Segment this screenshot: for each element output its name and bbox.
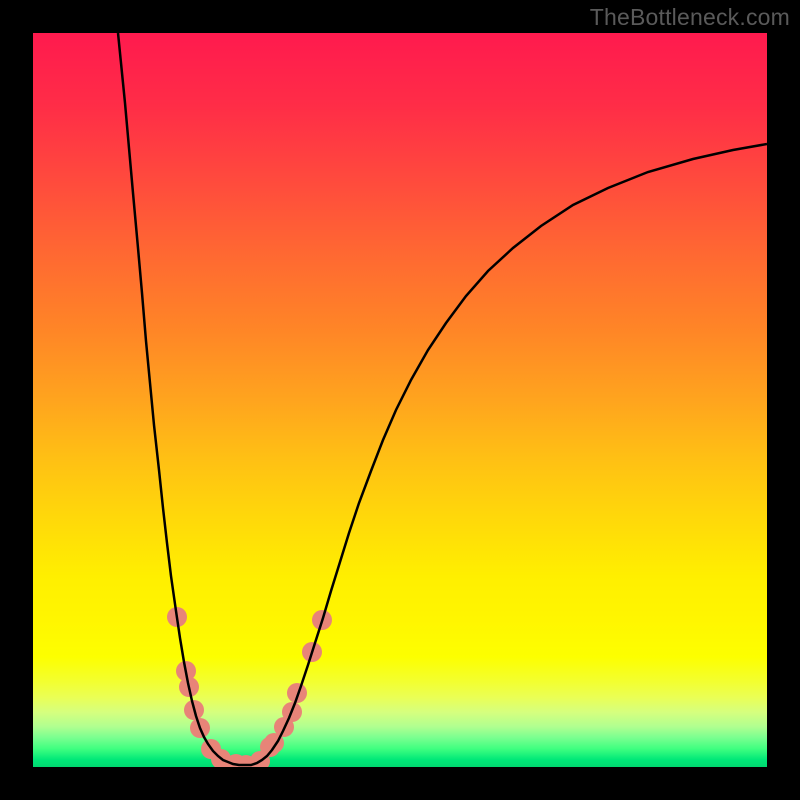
- plot-area: [33, 33, 767, 767]
- curves-layer: [33, 33, 767, 767]
- marker-group: [167, 607, 332, 767]
- chart-frame: TheBottleneck.com: [0, 0, 800, 800]
- watermark-label: TheBottleneck.com: [590, 4, 790, 31]
- bottleneck-curve-right: [245, 144, 767, 765]
- bottleneck-curve-left: [118, 33, 245, 765]
